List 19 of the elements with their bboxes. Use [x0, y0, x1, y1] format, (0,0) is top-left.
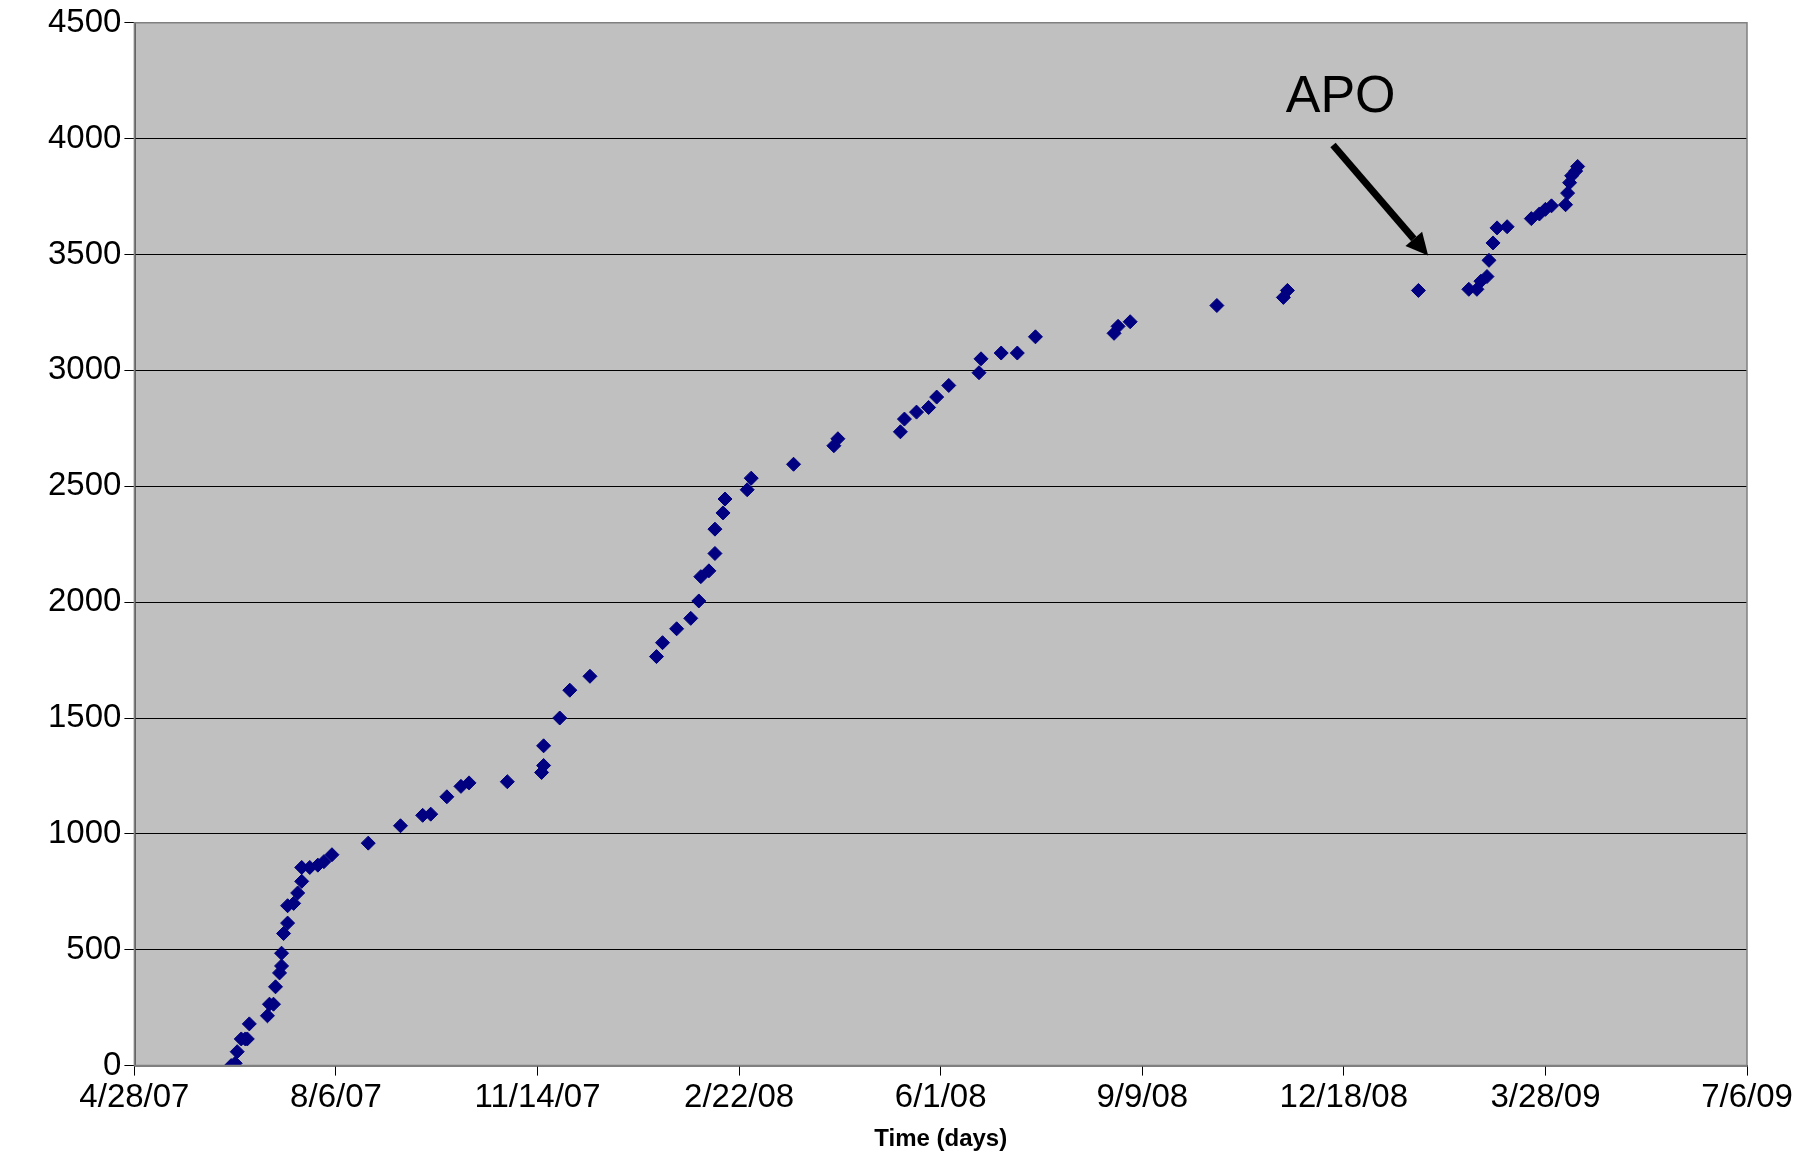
x-tick-label: 8/6/07	[290, 1077, 382, 1115]
x-tick-label: 9/9/08	[1096, 1077, 1189, 1115]
y-tick-label: 2500	[47, 465, 122, 503]
y-tick-label: 4500	[47, 1, 122, 39]
y-tick-label: 3500	[47, 233, 122, 271]
x-tick-label: 12/18/08	[1279, 1077, 1409, 1115]
x-tick-label: 6/1/08	[894, 1077, 987, 1115]
y-tick-label: 3000	[47, 349, 122, 387]
x-axis-title: Time (days)	[874, 1124, 1008, 1152]
x-tick-label: 3/28/09	[1490, 1077, 1601, 1115]
annotation: APO	[1285, 65, 1396, 124]
x-tick-label: 7/6/09	[1701, 1077, 1793, 1115]
y-tick-label: 1500	[47, 697, 122, 735]
x-tick-label: 2/22/08	[684, 1077, 795, 1115]
x-tick-label: 11/14/07	[474, 1077, 601, 1115]
y-tick-label: 2000	[47, 581, 122, 619]
y-tick-label: 4000	[47, 117, 122, 155]
y-tick-label: 1000	[47, 812, 122, 850]
y-tick-label: 500	[66, 928, 122, 966]
